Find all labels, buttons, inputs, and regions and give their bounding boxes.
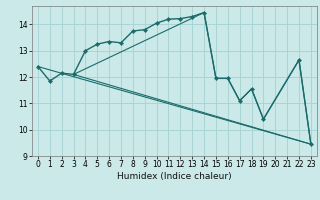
X-axis label: Humidex (Indice chaleur): Humidex (Indice chaleur) — [117, 172, 232, 181]
